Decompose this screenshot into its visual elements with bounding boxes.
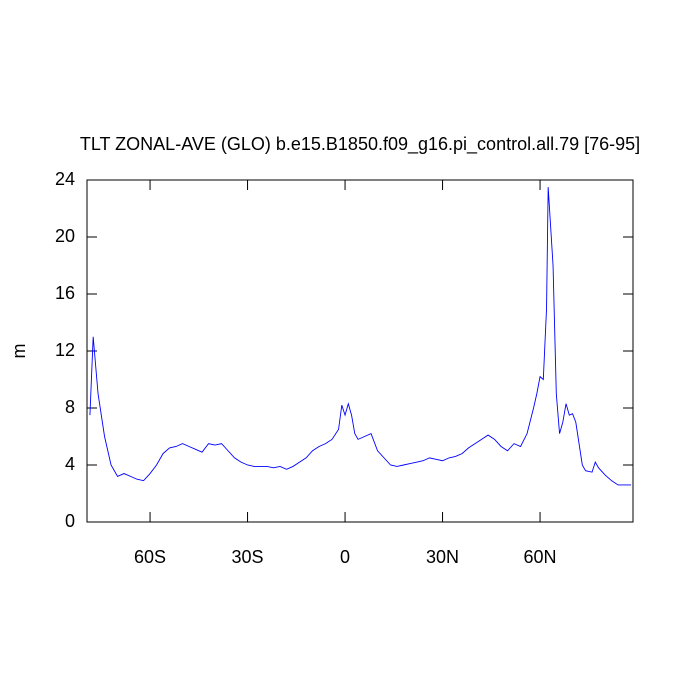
x-tick-label: 60N bbox=[524, 547, 557, 567]
y-tick-label: 8 bbox=[65, 397, 75, 417]
y-tick-label: 12 bbox=[55, 340, 75, 360]
x-tick-label: 0 bbox=[340, 547, 350, 567]
x-tick-label: 30S bbox=[232, 547, 264, 567]
data-line bbox=[89, 187, 632, 486]
y-axis-label: m bbox=[9, 344, 29, 359]
y-tick-label: 0 bbox=[65, 511, 75, 531]
y-tick-label: 4 bbox=[65, 454, 75, 474]
y-tick-label: 16 bbox=[55, 283, 75, 303]
y-tick-label: 24 bbox=[55, 169, 75, 189]
x-tick-label: 60S bbox=[134, 547, 166, 567]
chart-title: TLT ZONAL-AVE (GLO) b.e15.B1850.f09_g16.… bbox=[80, 134, 640, 155]
x-tick-label: 30N bbox=[426, 547, 459, 567]
y-tick-label: 20 bbox=[55, 226, 75, 246]
